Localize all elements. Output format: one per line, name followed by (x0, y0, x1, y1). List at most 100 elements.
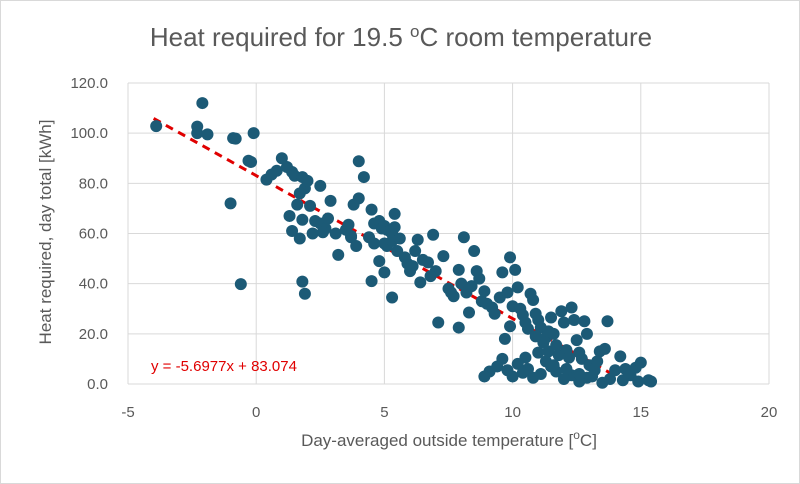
data-point (645, 375, 658, 388)
data-point (468, 245, 481, 258)
data-point (570, 334, 583, 347)
data-point (601, 315, 614, 328)
gridlines (127, 82, 770, 385)
data-point (555, 305, 568, 318)
data-point (352, 192, 365, 205)
data-point (496, 266, 509, 279)
xlabel-rest: C] (580, 431, 597, 450)
x-axis-title: Day-averaged outside temperature [oC] (301, 428, 597, 450)
data-point (478, 285, 491, 298)
data-point (488, 307, 501, 320)
data-point (321, 212, 334, 225)
data-point (527, 293, 540, 306)
data-point (150, 120, 163, 133)
data-point (357, 171, 370, 184)
data-point (386, 291, 399, 304)
xlabel-superscript: o (573, 428, 580, 442)
data-point (373, 255, 386, 268)
data-point (304, 199, 317, 212)
data-point (457, 231, 470, 244)
y-axis-title: Heat required, day total [kWh] (36, 120, 55, 345)
data-point (324, 194, 337, 207)
data-point (504, 251, 517, 264)
data-point (224, 197, 237, 210)
data-point (532, 346, 545, 359)
data-point (557, 316, 570, 329)
data-point (565, 301, 578, 314)
data-point (545, 311, 558, 324)
data-point (286, 224, 299, 237)
y-tick-label: 40.0 (79, 276, 108, 293)
data-point (547, 359, 560, 372)
data-point (455, 277, 468, 290)
data-point (578, 315, 591, 328)
data-point (270, 164, 283, 177)
data-point (314, 179, 327, 192)
data-point (191, 127, 204, 140)
chart-title: Heat required for 19.5 oC room temperatu… (150, 22, 652, 53)
data-point (378, 266, 391, 279)
data-point (275, 152, 288, 165)
data-point (432, 316, 445, 329)
data-point (509, 263, 522, 276)
data-point (229, 132, 242, 145)
data-point (350, 240, 363, 253)
data-point (388, 221, 401, 234)
data-point (616, 374, 629, 387)
data-point (573, 367, 586, 380)
data-point (632, 375, 645, 388)
data-point (498, 332, 511, 345)
data-point (604, 372, 617, 385)
data-point (519, 351, 532, 364)
y-tick-label: 120.0 (70, 75, 108, 92)
data-point (501, 364, 514, 377)
data-point (427, 228, 440, 241)
data-point (293, 187, 306, 200)
data-point (591, 355, 604, 368)
data-point (516, 366, 529, 379)
data-point (511, 281, 524, 294)
data-point (283, 209, 296, 222)
data-point (609, 364, 622, 377)
data-point (580, 327, 593, 340)
data-point (296, 275, 309, 288)
data-point (421, 256, 434, 269)
data-point (473, 272, 486, 285)
data-point (291, 198, 304, 211)
data-point (245, 156, 258, 169)
data-point (301, 174, 314, 187)
y-tick-label: 20.0 (79, 326, 108, 343)
data-point (452, 263, 465, 276)
data-point (634, 356, 647, 369)
data-point (542, 325, 555, 338)
x-tick-label: 0 (252, 404, 260, 421)
data-point (445, 286, 458, 299)
data-point (529, 330, 542, 343)
x-tick-label: 15 (632, 404, 649, 421)
x-tick-label: 5 (380, 404, 388, 421)
data-point (557, 372, 570, 385)
data-point (368, 237, 381, 250)
data-points (150, 97, 658, 389)
data-point (342, 218, 355, 231)
data-point (247, 127, 260, 140)
y-tick-label: 100.0 (70, 125, 108, 142)
data-point (437, 250, 450, 263)
data-point (465, 280, 478, 293)
data-point (352, 155, 365, 168)
data-point (586, 370, 599, 383)
data-point (316, 226, 329, 239)
data-point (298, 287, 311, 300)
data-point (527, 371, 540, 384)
data-point (568, 314, 581, 327)
data-point (329, 227, 342, 240)
data-point (306, 227, 319, 240)
data-point (614, 350, 627, 363)
data-point (475, 295, 488, 308)
data-point (409, 245, 422, 258)
data-point (388, 207, 401, 220)
data-point (452, 321, 465, 334)
data-point (411, 233, 424, 246)
